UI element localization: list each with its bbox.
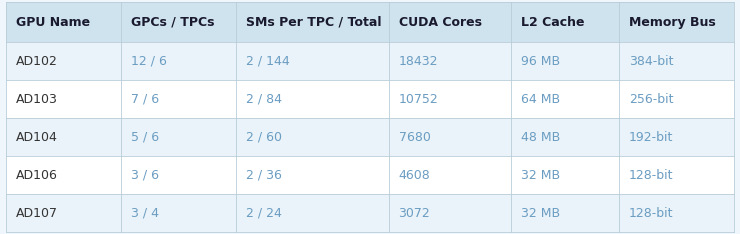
Text: AD103: AD103 [16, 93, 58, 106]
Text: 3 / 4: 3 / 4 [130, 207, 158, 220]
Text: 7 / 6: 7 / 6 [130, 93, 158, 106]
Text: 192-bit: 192-bit [629, 131, 673, 144]
Bar [6, 118, 734, 156]
Text: 128-bit: 128-bit [629, 169, 673, 182]
Text: 128-bit: 128-bit [629, 207, 673, 220]
Text: 2 / 24: 2 / 24 [246, 207, 281, 220]
Text: 2 / 84: 2 / 84 [246, 93, 282, 106]
Text: GPCs / TPCs: GPCs / TPCs [130, 15, 214, 29]
Text: 32 MB: 32 MB [521, 207, 560, 220]
Bar [6, 156, 734, 194]
Text: 3 / 6: 3 / 6 [130, 169, 158, 182]
Text: AD107: AD107 [16, 207, 58, 220]
Bar [6, 194, 734, 232]
Bar [6, 80, 734, 118]
Text: 18432: 18432 [399, 55, 438, 68]
Text: 2 / 36: 2 / 36 [246, 169, 281, 182]
Text: 384-bit: 384-bit [629, 55, 673, 68]
Bar [6, 2, 734, 42]
Text: 12 / 6: 12 / 6 [130, 55, 166, 68]
Text: SMs Per TPC / Total: SMs Per TPC / Total [246, 15, 381, 29]
Text: 3072: 3072 [399, 207, 430, 220]
Text: 2 / 144: 2 / 144 [246, 55, 289, 68]
Text: 256-bit: 256-bit [629, 93, 673, 106]
Text: Memory Bus: Memory Bus [629, 15, 716, 29]
Text: AD106: AD106 [16, 169, 58, 182]
Text: GPU Name: GPU Name [16, 15, 90, 29]
Text: 96 MB: 96 MB [521, 55, 560, 68]
Text: AD104: AD104 [16, 131, 58, 144]
Text: CUDA Cores: CUDA Cores [399, 15, 482, 29]
Text: 10752: 10752 [399, 93, 438, 106]
Text: AD102: AD102 [16, 55, 58, 68]
Text: 7680: 7680 [399, 131, 431, 144]
Text: 4608: 4608 [399, 169, 430, 182]
Text: L2 Cache: L2 Cache [521, 15, 585, 29]
Text: 48 MB: 48 MB [521, 131, 560, 144]
Bar [6, 42, 734, 80]
Text: 5 / 6: 5 / 6 [130, 131, 158, 144]
Text: 32 MB: 32 MB [521, 169, 560, 182]
Text: 2 / 60: 2 / 60 [246, 131, 282, 144]
Text: 64 MB: 64 MB [521, 93, 560, 106]
